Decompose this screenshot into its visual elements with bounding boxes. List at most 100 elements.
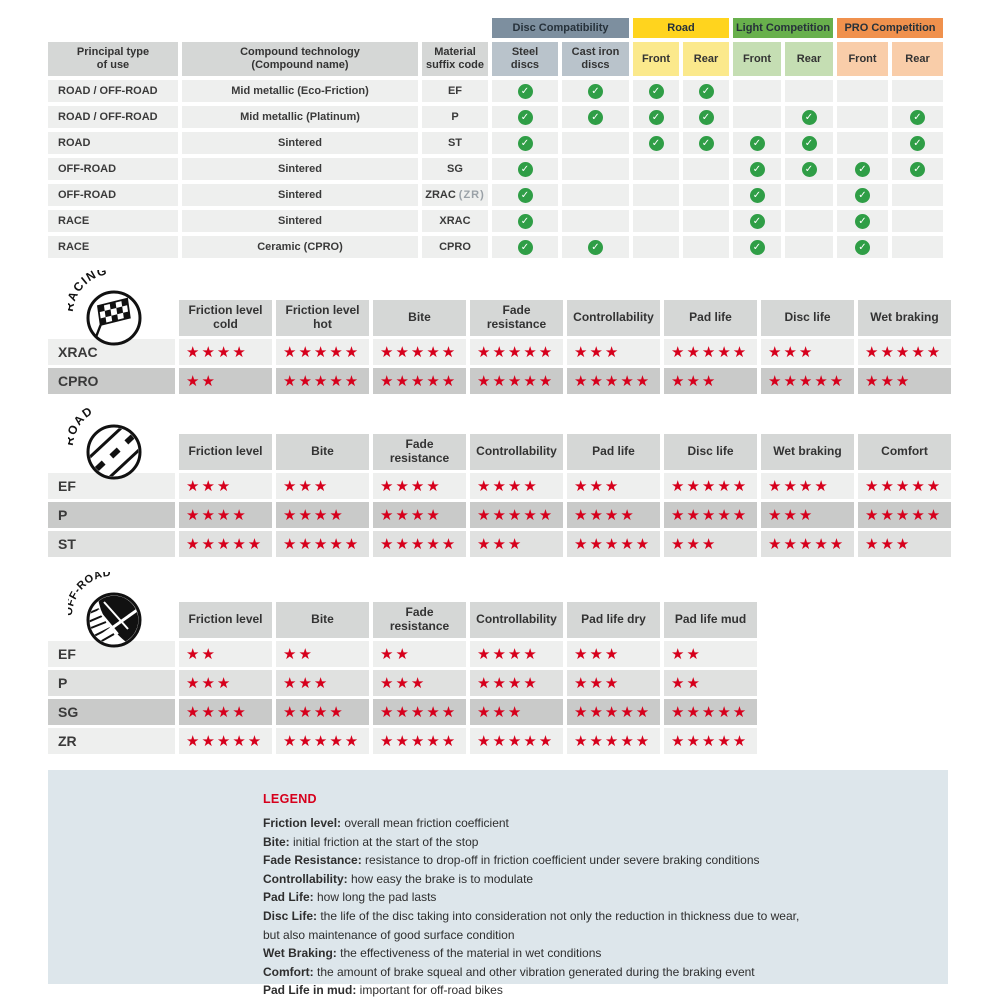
star-rating: ★★★★ <box>761 473 854 499</box>
rating-column-header: Fade resistance <box>470 300 563 336</box>
compat-corner <box>48 18 488 38</box>
compound-cell: Sintered <box>182 158 418 180</box>
check-cell: ✓ <box>892 132 943 154</box>
star-rating: ★★★★ <box>276 699 369 725</box>
legend-entry: Friction level: overall mean friction co… <box>263 816 509 830</box>
legend-term: Comfort: <box>263 964 314 979</box>
rating-column-header: Bite <box>373 300 466 336</box>
star-rating: ★★★★★ <box>373 699 466 725</box>
use-cell: RACE <box>48 236 178 258</box>
compatibility-table: Disc Compatibility Road Light Competition P… <box>48 18 944 258</box>
suffix-cell: XRAC <box>422 210 488 232</box>
legend-term: Pad Life: <box>263 890 314 905</box>
star-rating: ★★★★★ <box>664 473 757 499</box>
check-cell: ✓ <box>492 80 558 102</box>
compound-cell: Ceramic (CPRO) <box>182 236 418 258</box>
group-header: PRO Competition <box>837 18 943 38</box>
check-icon: ✓ <box>749 135 765 151</box>
use-cell: OFF-ROAD <box>48 158 178 180</box>
suffix-cell: EF <box>422 80 488 102</box>
star-rating: ★★★ <box>179 670 272 696</box>
legend-term: Fade Resistance: <box>263 853 362 868</box>
star-rating: ★★★★★ <box>664 699 757 725</box>
check-cell <box>892 184 943 206</box>
group-header: Disc Compatibility <box>492 18 629 38</box>
check-cell: ✓ <box>562 106 629 128</box>
check-cell <box>683 158 729 180</box>
check-cell: ✓ <box>492 106 558 128</box>
rating-column-header: Wet braking <box>858 300 951 336</box>
check-cell <box>633 158 679 180</box>
check-icon: ✓ <box>517 239 533 255</box>
rating-column-header: Controllability <box>470 434 563 470</box>
star-rating: ★★★★★ <box>664 502 757 528</box>
use-cell: ROAD / OFF-ROAD <box>48 80 178 102</box>
star-rating: ★★★★★ <box>276 368 369 394</box>
star-rating: ★★★★ <box>179 339 272 365</box>
legend-entry: Comfort: the amount of brake squeal and … <box>263 964 755 979</box>
check-cell <box>837 132 888 154</box>
sub-column-header: Rear <box>683 42 729 76</box>
column-header: Material suffix code <box>422 42 488 76</box>
rating-column-header: Friction level <box>179 602 272 638</box>
compound-code: P <box>48 670 175 696</box>
check-cell: ✓ <box>837 158 888 180</box>
check-cell: ✓ <box>837 184 888 206</box>
star-rating: ★★★★★ <box>276 339 369 365</box>
star-rating: ★★★★★ <box>567 368 660 394</box>
star-rating: ★★ <box>179 641 272 667</box>
star-rating: ★★★★★ <box>858 473 951 499</box>
star-rating: ★★★ <box>664 368 757 394</box>
check-cell: ✓ <box>633 132 679 154</box>
check-cell <box>633 236 679 258</box>
compound-code: P <box>48 502 175 528</box>
check-cell <box>683 236 729 258</box>
suffix-cell: CPRO <box>422 236 488 258</box>
star-rating: ★★★★★ <box>373 368 466 394</box>
legend-entry: Wet Braking: the effectiveness of the ma… <box>263 946 602 961</box>
check-icon: ✓ <box>648 83 664 99</box>
check-icon: ✓ <box>517 135 533 151</box>
check-icon: ✓ <box>910 161 925 177</box>
star-rating: ★★★★ <box>470 641 563 667</box>
legend-term: Wet Braking: <box>263 946 337 961</box>
check-cell <box>733 80 781 102</box>
star-rating: ★★★★★ <box>567 531 660 557</box>
rating-column-header: Controllability <box>567 300 660 336</box>
star-rating: ★★ <box>179 368 272 394</box>
check-icon: ✓ <box>855 187 870 203</box>
rating-column-header: Pad life <box>567 434 660 470</box>
suffix-code: ST <box>447 137 463 149</box>
check-icon: ✓ <box>648 109 664 125</box>
rating-column-header: Comfort <box>858 434 951 470</box>
road-table: Friction level Bite Fade resistance Control… <box>48 434 1000 557</box>
check-cell: ✓ <box>733 210 781 232</box>
check-icon: ✓ <box>588 83 603 99</box>
check-cell: ✓ <box>785 158 833 180</box>
rating-column-header: Controllability <box>470 602 563 638</box>
check-cell: ✓ <box>733 184 781 206</box>
compatibility-section: Disc Compatibility Road Light Competition P… <box>48 18 1000 258</box>
rating-column-header: Fade resistance <box>373 602 466 638</box>
suffix-cell: ZRAC (ZR) <box>422 184 488 206</box>
check-icon: ✓ <box>801 161 817 177</box>
check-icon: ✓ <box>749 187 765 203</box>
check-cell <box>733 106 781 128</box>
sub-column-header: Front <box>633 42 679 76</box>
check-icon: ✓ <box>855 213 870 229</box>
legend-entries: Friction level: overall mean friction co… <box>263 814 918 1000</box>
rating-column-header: Friction level <box>179 434 272 470</box>
group-header: Road <box>633 18 729 38</box>
legend-entry: Bite: initial friction at the start of t… <box>263 834 479 849</box>
check-cell: ✓ <box>892 158 943 180</box>
compound-code: ST <box>48 531 175 557</box>
check-cell: ✓ <box>492 132 558 154</box>
check-cell: ✓ <box>733 236 781 258</box>
check-cell <box>785 184 833 206</box>
compound-code: ZR <box>48 728 175 754</box>
check-icon: ✓ <box>749 161 765 177</box>
check-cell: ✓ <box>633 106 679 128</box>
star-rating: ★★★ <box>761 502 854 528</box>
suffix-code: ZRAC <box>425 189 456 201</box>
